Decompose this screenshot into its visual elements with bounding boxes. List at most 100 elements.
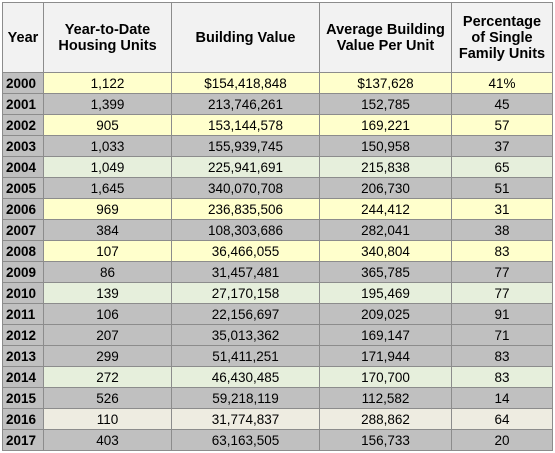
table-row: 2005 1,645 340,070,708 206,730 51 xyxy=(2,177,553,199)
header-row: Year Year-to-Date Housing Units Building V… xyxy=(2,2,553,73)
data-cell: 22,156,697 xyxy=(171,303,320,325)
data-cell: 215,838 xyxy=(319,156,452,178)
table-header: Year Year-to-Date Housing Units Building V… xyxy=(2,2,553,73)
data-cell: 38 xyxy=(451,219,553,241)
data-cell: 969 xyxy=(43,198,172,220)
table-body: 2000 1,122 $154,418,848 $137,628 41% 2001 1,39… xyxy=(2,72,553,451)
data-cell: 51,411,251 xyxy=(171,345,320,367)
data-cell: 156,733 xyxy=(319,429,452,451)
data-cell: 340,070,708 xyxy=(171,177,320,199)
data-cell: 1,049 xyxy=(43,156,172,178)
data-cell: 64 xyxy=(451,408,553,430)
data-cell: 27,170,158 xyxy=(171,282,320,304)
data-cell: 20 xyxy=(451,429,553,451)
data-cell: 1,033 xyxy=(43,135,172,157)
data-cell: 288,862 xyxy=(319,408,452,430)
table-row: 2000 1,122 $154,418,848 $137,628 41% xyxy=(2,72,553,94)
data-cell: 139 xyxy=(43,282,172,304)
data-cell: 299 xyxy=(43,345,172,367)
data-cell: 46,430,485 xyxy=(171,366,320,388)
table-row: 2003 1,033 155,939,745 150,958 37 xyxy=(2,135,553,157)
data-cell: 14 xyxy=(451,387,553,409)
column-header: Year-to-Date Housing Units xyxy=(43,2,172,73)
data-cell: 384 xyxy=(43,219,172,241)
data-cell: 108,303,686 xyxy=(171,219,320,241)
data-cell: 207 xyxy=(43,324,172,346)
data-cell: 152,785 xyxy=(319,93,452,115)
data-cell: 31 xyxy=(451,198,553,220)
data-cell: 71 xyxy=(451,324,553,346)
data-cell: 45 xyxy=(451,93,553,115)
year-cell: 2010 xyxy=(2,282,44,304)
year-cell: 2008 xyxy=(2,240,44,262)
data-cell: 282,041 xyxy=(319,219,452,241)
data-cell: $154,418,848 xyxy=(171,72,320,94)
data-cell: 340,804 xyxy=(319,240,452,262)
data-cell: 57 xyxy=(451,114,553,136)
data-cell: 1,645 xyxy=(43,177,172,199)
data-cell: 213,746,261 xyxy=(171,93,320,115)
data-cell: 169,221 xyxy=(319,114,452,136)
data-cell: 36,466,055 xyxy=(171,240,320,262)
table-row: 2001 1,399 213,746,261 152,785 45 xyxy=(2,93,553,115)
data-cell: $137,628 xyxy=(319,72,452,94)
year-cell: 2006 xyxy=(2,198,44,220)
column-header: Year xyxy=(2,2,44,73)
data-cell: 195,469 xyxy=(319,282,452,304)
year-cell: 2017 xyxy=(2,429,44,451)
table-row: 2012 207 35,013,362 169,147 71 xyxy=(2,324,553,346)
data-cell: 155,939,745 xyxy=(171,135,320,157)
data-cell: 209,025 xyxy=(319,303,452,325)
data-cell: 150,958 xyxy=(319,135,452,157)
year-cell: 2014 xyxy=(2,366,44,388)
data-cell: 31,774,837 xyxy=(171,408,320,430)
data-cell: 65 xyxy=(451,156,553,178)
table-row: 2017 403 63,163,505 156,733 20 xyxy=(2,429,553,451)
data-cell: 37 xyxy=(451,135,553,157)
table-row: 2002 905 153,144,578 169,221 57 xyxy=(2,114,553,136)
data-cell: 31,457,481 xyxy=(171,261,320,283)
table-row: 2007 384 108,303,686 282,041 38 xyxy=(2,219,553,241)
data-cell: 86 xyxy=(43,261,172,283)
year-cell: 2004 xyxy=(2,156,44,178)
data-cell: 41% xyxy=(451,72,553,94)
data-cell: 171,944 xyxy=(319,345,452,367)
column-header: Percentage of Single Family Units xyxy=(451,2,553,73)
data-cell: 225,941,691 xyxy=(171,156,320,178)
data-cell: 365,785 xyxy=(319,261,452,283)
table-row: 2009 86 31,457,481 365,785 77 xyxy=(2,261,553,283)
data-cell: 169,147 xyxy=(319,324,452,346)
data-cell: 272 xyxy=(43,366,172,388)
data-cell: 905 xyxy=(43,114,172,136)
year-cell: 2011 xyxy=(2,303,44,325)
data-cell: 83 xyxy=(451,366,553,388)
table-row: 2015 526 59,218,119 112,582 14 xyxy=(2,387,553,409)
data-cell: 83 xyxy=(451,240,553,262)
data-cell: 403 xyxy=(43,429,172,451)
table-row: 2016 110 31,774,837 288,862 64 xyxy=(2,408,553,430)
year-cell: 2016 xyxy=(2,408,44,430)
table-row: 2006 969 236,835,506 244,412 31 xyxy=(2,198,553,220)
year-cell: 2000 xyxy=(2,72,44,94)
column-header: Building Value xyxy=(171,2,320,73)
year-cell: 2013 xyxy=(2,345,44,367)
year-cell: 2002 xyxy=(2,114,44,136)
data-cell: 107 xyxy=(43,240,172,262)
data-cell: 112,582 xyxy=(319,387,452,409)
data-cell: 35,013,362 xyxy=(171,324,320,346)
data-cell: 153,144,578 xyxy=(171,114,320,136)
table-row: 2014 272 46,430,485 170,700 83 xyxy=(2,366,553,388)
data-cell: 1,122 xyxy=(43,72,172,94)
data-cell: 59,218,119 xyxy=(171,387,320,409)
column-header: Average Building Value Per Unit xyxy=(319,2,452,73)
data-cell: 1,399 xyxy=(43,93,172,115)
data-cell: 206,730 xyxy=(319,177,452,199)
year-cell: 2005 xyxy=(2,177,44,199)
year-cell: 2012 xyxy=(2,324,44,346)
data-cell: 51 xyxy=(451,177,553,199)
data-cell: 77 xyxy=(451,261,553,283)
data-cell: 63,163,505 xyxy=(171,429,320,451)
year-cell: 2009 xyxy=(2,261,44,283)
